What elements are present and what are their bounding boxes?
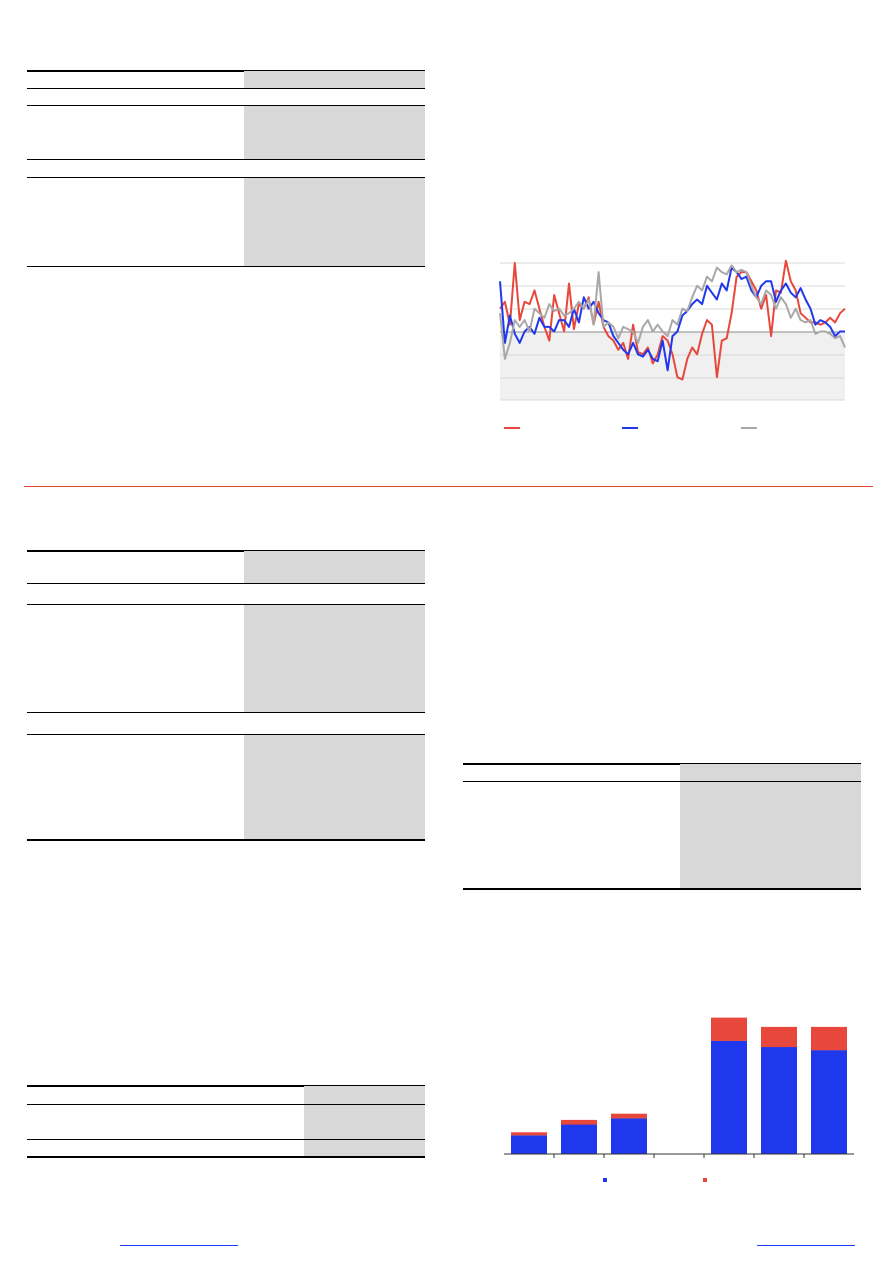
table-cell-shade [304, 1105, 425, 1139]
line-series-1 [499, 259, 846, 381]
section-divider [24, 486, 873, 487]
table-rule [27, 88, 425, 89]
x-axis-ticks [553, 1154, 805, 1158]
table-rule [27, 177, 425, 178]
table-top-rule [27, 1085, 425, 1087]
legend-swatch-red [703, 1178, 707, 1182]
table-cell-shade [244, 106, 425, 159]
table-top-rule [463, 763, 861, 765]
line-series-group [499, 259, 846, 381]
table-top-rule [27, 70, 425, 72]
bar-segment-2-cat-1 [511, 1132, 547, 1136]
line-series-3 [499, 264, 846, 360]
footer-link-left[interactable] [120, 1245, 238, 1246]
table-rule [27, 1139, 425, 1140]
table-header-shade [680, 764, 861, 781]
table-bottom-rule [27, 1156, 425, 1158]
table-bottom-rule [463, 888, 861, 890]
bar-chart-svg [504, 1017, 854, 1182]
table-rule [27, 1104, 425, 1105]
table-rule [27, 105, 425, 106]
table-cell-shade [244, 178, 425, 266]
bar-group [511, 1017, 847, 1154]
line-chart [492, 255, 852, 445]
table-cell-shade [244, 735, 425, 839]
footer-link-right[interactable] [757, 1245, 855, 1246]
table-header-shade [304, 1086, 425, 1104]
table-header-shade [244, 551, 425, 583]
bar-segment-2-cat-2 [561, 1119, 597, 1125]
bar-segment-2-cat-7 [811, 1026, 847, 1051]
chart-negative-band [500, 332, 845, 400]
table-cell-shade [244, 605, 425, 712]
table-cell-shade [680, 782, 861, 888]
table-rule [27, 604, 425, 605]
bar-segment-1-cat-6 [761, 1047, 797, 1154]
bar-segment-2-cat-3 [611, 1113, 647, 1119]
bar-segment-2-cat-5 [711, 1017, 747, 1041]
table-cell-shade [304, 1140, 425, 1156]
table-header-shade [244, 71, 425, 88]
bar-segment-2-cat-6 [761, 1026, 797, 1048]
table-rule [27, 734, 425, 735]
bar-segment-1-cat-7 [811, 1050, 847, 1154]
bar-segment-1-cat-5 [711, 1040, 747, 1154]
table-top-rule [27, 550, 425, 552]
bar-segment-1-cat-3 [611, 1118, 647, 1154]
table-rule [27, 159, 425, 160]
line-series-2 [499, 266, 845, 372]
line-chart-svg [499, 259, 846, 429]
table-rule [463, 781, 861, 782]
table-bottom-rule [27, 839, 425, 841]
bar-chart [490, 1010, 870, 1200]
table-rule [27, 712, 425, 713]
bar-segment-1-cat-2 [561, 1124, 597, 1154]
table-bottom-rule [27, 266, 425, 267]
bar-segment-1-cat-1 [511, 1135, 547, 1154]
table-rule [27, 583, 425, 584]
legend-swatch-blue [603, 1178, 607, 1182]
